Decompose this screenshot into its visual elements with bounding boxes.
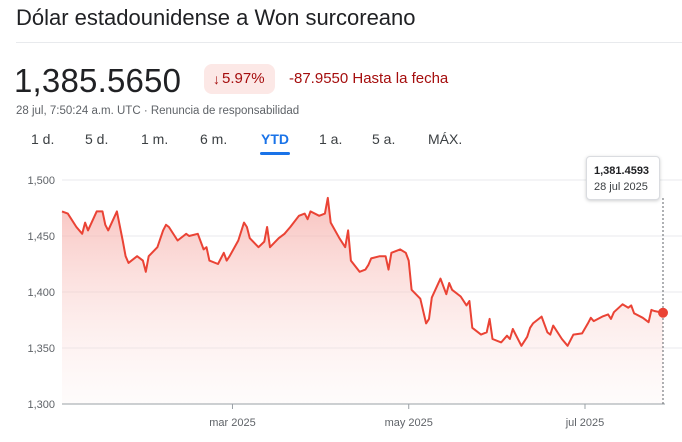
tab-5a[interactable]: 5 a. <box>372 131 396 147</box>
tab-1m[interactable]: 1 m. <box>141 131 169 147</box>
hover-tooltip: 1,381.4593 28 jul 2025 <box>586 156 660 200</box>
current-price: 1,385.5650 <box>14 62 182 99</box>
tooltip-value: 1,381.4593 <box>594 165 650 177</box>
x-tick-label: mar 2025 <box>209 417 255 429</box>
y-tick-label: 1,450 <box>27 231 55 243</box>
y-axis-ticks: 1,500 1,450 1,400 1,350 1,300 <box>27 175 55 411</box>
current-point-marker <box>658 307 668 318</box>
x-tick-label: jul 2025 <box>565 417 605 429</box>
timestamp-disclaimer: 28 jul, 7:50:24 a.m. UTC · Renuncia de r… <box>16 105 300 117</box>
tab-max[interactable]: MÁX. <box>428 131 463 147</box>
header-divider <box>16 42 682 43</box>
page-title: Dólar estadounidense a Won surcoreano <box>16 5 416 30</box>
y-tick-label: 1,350 <box>27 343 55 355</box>
x-tick-label: may 2025 <box>385 417 433 429</box>
tab-ytd[interactable]: YTD <box>260 131 290 155</box>
y-tick-label: 1,300 <box>27 399 55 411</box>
exchange-rate-chart[interactable]: 1,500 1,450 1,400 1,350 1,300 mar 2025 may 20… <box>0 150 682 442</box>
arrow-down-icon: ↓ <box>213 71 220 87</box>
tab-5d[interactable]: 5 d. <box>85 131 109 147</box>
y-tick-label: 1,500 <box>27 175 55 187</box>
y-tick-label: 1,400 <box>27 287 55 299</box>
tab-1a[interactable]: 1 a. <box>319 131 343 147</box>
tab-1d[interactable]: 1 d. <box>31 131 55 147</box>
x-axis-ticks: mar 2025 may 2025 jul 2025 <box>209 404 604 429</box>
change-percent-value: 5.97% <box>222 70 265 87</box>
price-line <box>61 196 664 347</box>
tooltip-date: 28 jul 2025 <box>594 181 648 193</box>
tab-6m[interactable]: 6 m. <box>200 131 228 147</box>
change-percent-badge: ↓ 5.97% <box>204 64 275 94</box>
change-value: -87.9550 Hasta la fecha <box>289 70 449 87</box>
price-area-fill <box>62 197 663 404</box>
